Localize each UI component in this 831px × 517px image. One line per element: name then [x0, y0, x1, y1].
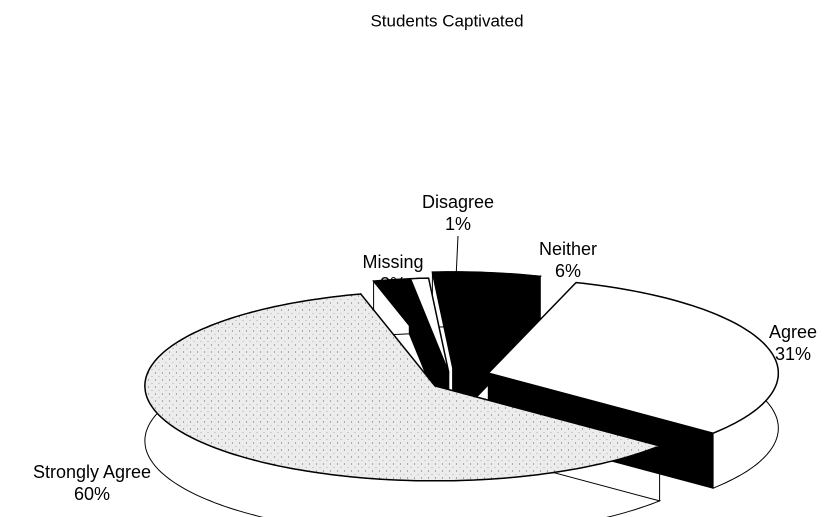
leader-line — [454, 235, 459, 301]
pie-slice — [372, 278, 449, 374]
slice-value-label: 1% — [445, 214, 471, 234]
slice-label: Neither — [539, 239, 597, 259]
pie-slice — [486, 281, 780, 434]
pie-slice — [144, 293, 663, 482]
slice-value-label: 6% — [555, 261, 581, 281]
slice-value-label: 60% — [74, 484, 110, 504]
slice-label: Agree — [769, 322, 817, 342]
chart-title: Students Captivated — [370, 11, 523, 30]
slice-value-label: 2% — [380, 274, 406, 294]
slice-label: Disagree — [422, 192, 494, 212]
slice-value-label: 31% — [775, 344, 811, 364]
pie-slice — [409, 277, 450, 374]
slice-label: Strongly Agree — [33, 462, 151, 482]
slice-label: Missing — [362, 252, 423, 272]
pie-slice — [431, 271, 542, 369]
